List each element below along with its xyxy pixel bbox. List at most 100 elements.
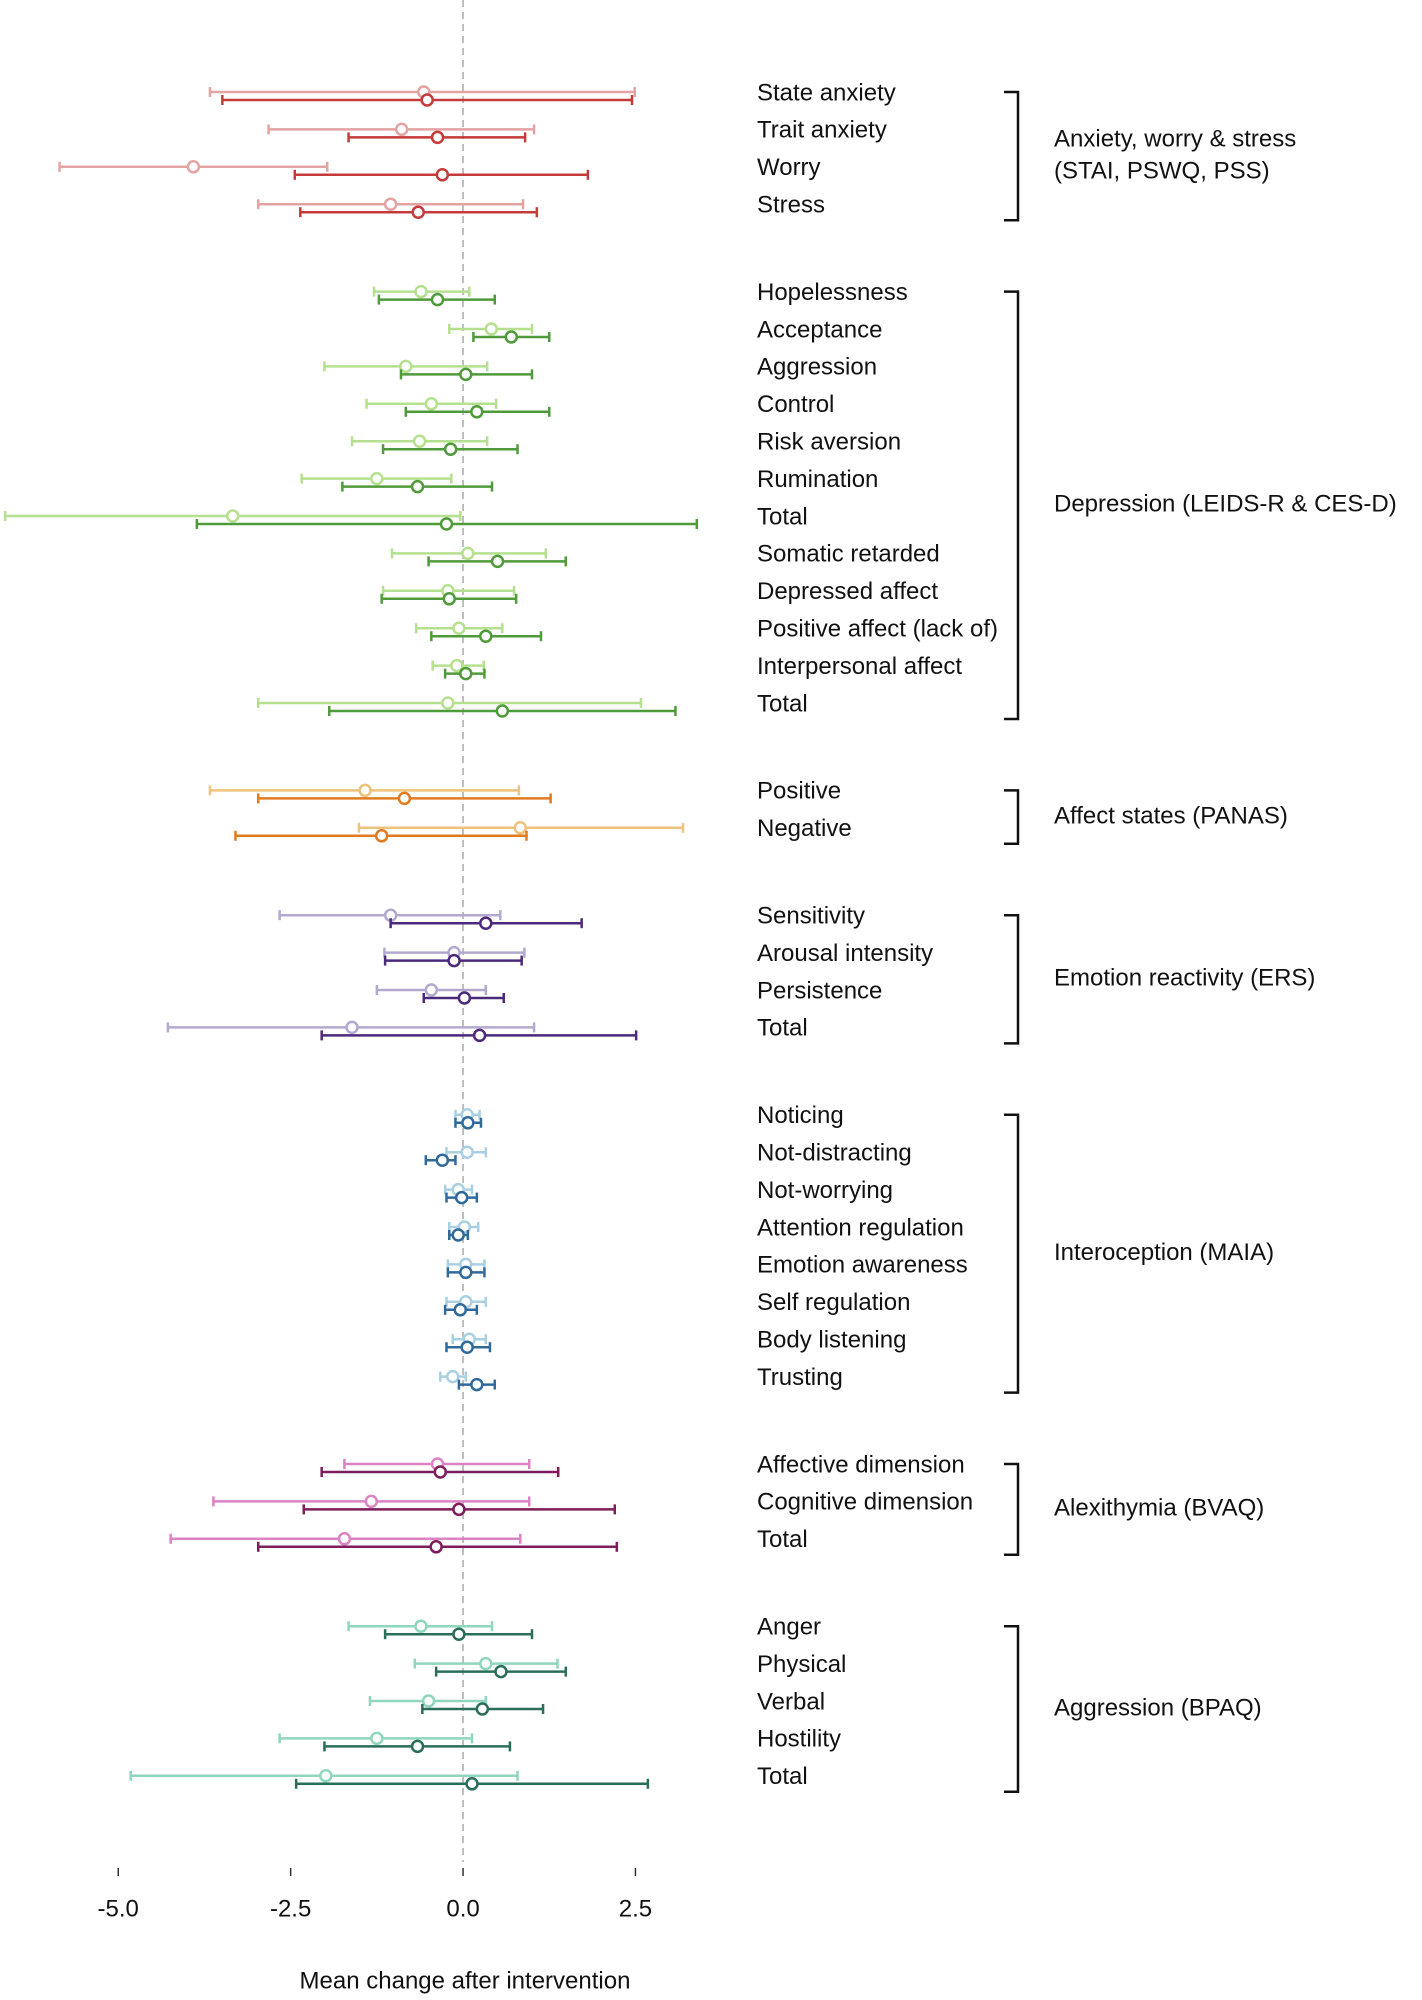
row-label: Somatic retarded (757, 541, 940, 568)
bracket (1004, 789, 1020, 846)
row-label: Total (757, 503, 808, 530)
group-label: Interoception (MAIA) (1054, 1239, 1274, 1266)
group-label: Emotion reactivity (ERS) (1054, 965, 1315, 992)
mean-point (410, 1739, 425, 1754)
mean-point (460, 1340, 474, 1354)
group-label: Anxiety, worry & stress (1054, 125, 1296, 152)
row-label: Aggression (757, 354, 877, 381)
mean-point (457, 991, 472, 1005)
mean-point (479, 629, 493, 643)
row-label: Acceptance (757, 316, 882, 343)
mean-point (397, 791, 412, 806)
mean-point (414, 1619, 428, 1633)
row-label: State anxiety (757, 79, 896, 106)
mean-point (470, 1377, 484, 1392)
mean-point (399, 359, 413, 374)
mean-point (439, 517, 454, 531)
bracket (1004, 290, 1020, 721)
mean-point (410, 479, 425, 494)
mean-point (459, 1265, 473, 1280)
mean-point (459, 666, 473, 681)
row-label: Arousal intensity (757, 940, 933, 967)
group-label: Alexithymia (BVAQ) (1054, 1495, 1264, 1522)
row-label: Depressed affect (757, 578, 938, 605)
mean-point (421, 1694, 436, 1708)
mean-point (435, 1153, 450, 1167)
mean-point (465, 1777, 479, 1791)
row-label: Negative (757, 815, 852, 842)
mean-point (414, 284, 428, 299)
x-tick-label: -5.0 (98, 1895, 139, 1922)
mean-point (364, 1494, 379, 1509)
mean-point (394, 122, 409, 137)
mean-point (453, 1303, 468, 1317)
row-label: Verbal (757, 1688, 825, 1715)
row-label: Rumination (757, 466, 878, 493)
row-label: Positive affect (lack of) (757, 616, 998, 643)
x-axis-label: Mean change after intervention (300, 1967, 631, 1994)
row-label: Affective dimension (757, 1451, 965, 1478)
row-label: Stress (757, 192, 825, 219)
bracket (1004, 1624, 1020, 1794)
row-label: Cognitive dimension (757, 1489, 973, 1516)
mean-point (441, 696, 455, 710)
mean-point (383, 197, 398, 211)
group-label: Depression (LEIDS-R & CES-D) (1054, 491, 1397, 518)
row-label: Trait anxiety (757, 117, 887, 144)
mean-point (461, 546, 475, 561)
row-label: Sensitivity (757, 903, 865, 930)
row-label: Positive (757, 778, 841, 805)
mean-point (435, 168, 450, 182)
mean-point (420, 93, 434, 107)
row-label: Risk aversion (757, 429, 901, 456)
row-label: Noticing (757, 1102, 844, 1129)
mean-point (411, 205, 425, 219)
mean-point (454, 1190, 469, 1205)
row-label: Total (757, 1526, 808, 1553)
mean-point (429, 1540, 443, 1554)
row-label: Trusting (757, 1364, 843, 1391)
mean-point (424, 983, 439, 997)
mean-point (451, 1228, 465, 1242)
mean-point (370, 471, 384, 486)
row-label: Control (757, 391, 834, 418)
row-label: Not-distracting (757, 1140, 912, 1167)
mean-point (358, 783, 372, 798)
row-label: Self regulation (757, 1289, 910, 1316)
mean-point (225, 509, 240, 523)
group-label: Aggression (BPAQ) (1054, 1694, 1262, 1721)
mean-point (504, 330, 519, 344)
mean-point (479, 916, 493, 930)
mean-point (459, 367, 473, 382)
mean-point (495, 704, 510, 718)
x-tick-label: 0.0 (446, 1895, 479, 1922)
row-label: Worry (757, 154, 821, 181)
group-label: Affect states (PANAS) (1054, 802, 1288, 829)
mean-point (433, 1465, 448, 1479)
bracket (1004, 1113, 1020, 1394)
mean-point (461, 1116, 475, 1130)
mean-point (472, 1028, 487, 1043)
bracket (1004, 90, 1020, 222)
mean-point (450, 658, 464, 673)
mean-point (430, 130, 445, 145)
mean-point (424, 397, 439, 411)
row-label: Hopelessness (757, 279, 908, 306)
mean-point (443, 442, 458, 456)
mean-point (494, 1664, 508, 1679)
bracket (1004, 913, 1020, 1045)
mean-point (479, 1656, 493, 1671)
mean-point (430, 292, 445, 307)
group-label: (STAI, PSWQ, PSS) (1054, 157, 1270, 184)
x-tick-label: 2.5 (619, 1895, 652, 1922)
row-label: Emotion awareness (757, 1252, 968, 1279)
row-label: Total (757, 690, 808, 717)
mean-point (370, 1731, 384, 1746)
mean-point (319, 1769, 333, 1783)
row-label: Hostility (757, 1726, 841, 1753)
mean-point (484, 322, 499, 336)
bracket (1004, 1462, 1020, 1557)
row-label: Physical (757, 1651, 846, 1678)
